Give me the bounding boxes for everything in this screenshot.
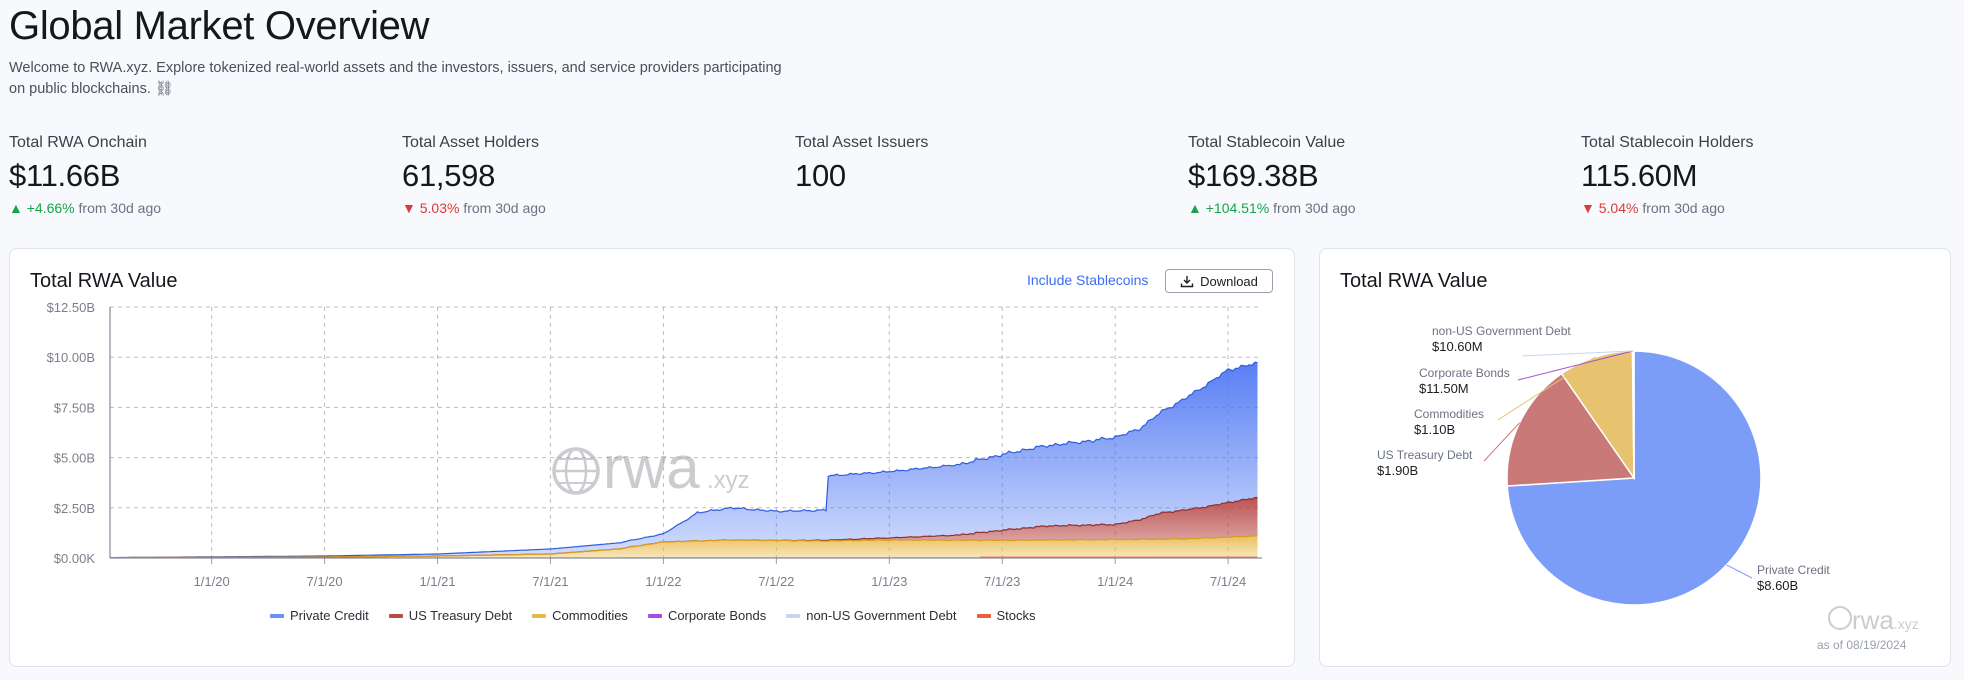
legend-swatch [270, 613, 284, 618]
download-icon [1180, 275, 1194, 287]
include-stablecoins-toggle[interactable]: Include Stablecoins [1027, 272, 1149, 288]
pie-label-us-treasury: US Treasury Debt $1.90B [1377, 448, 1473, 478]
change-percent: +4.66% [26, 200, 75, 216]
up-arrow-icon: ▲ [9, 200, 23, 216]
legend-swatch [976, 613, 991, 618]
area-chart-card [9, 248, 1295, 667]
change-suffix: from 30d ago [1273, 200, 1356, 216]
legend-swatch [532, 613, 547, 618]
stat-value: $169.38B [1188, 158, 1319, 193]
stat-change: ▼ 5.03% from 30d ago [402, 200, 546, 216]
legend-label: Stocks [996, 608, 1036, 623]
legend-item[interactable]: US Treasury Debt [388, 608, 513, 623]
pie-chart-title: Total RWA Value [1340, 270, 1488, 292]
pie-label-commodities: Commodities $1.10B [1414, 407, 1485, 437]
download-button[interactable]: Download [1165, 269, 1273, 293]
down-arrow-icon: ▼ [1581, 200, 1595, 216]
pie-label-non-us-gov: non-US Government Debt $10.60M [1432, 324, 1571, 354]
legend-swatch [388, 613, 403, 618]
legend-label: US Treasury Debt [408, 608, 513, 623]
stat-label: Total RWA Onchain [9, 134, 147, 151]
legend-item[interactable]: Private Credit [270, 608, 369, 623]
stat-stablecoin-value: Total Stablecoin Value $169.38B ▲ +104.5… [1188, 134, 1356, 216]
stat-asset-holders: Total Asset Holders 61,598 ▼ 5.03% from … [402, 134, 546, 216]
download-label: Download [1200, 273, 1258, 289]
change-suffix: from 30d ago [78, 200, 162, 216]
change-percent: +104.51% [1205, 200, 1270, 216]
stat-label: Total Stablecoin Holders [1581, 134, 1754, 151]
stat-value: 115.60M [1581, 158, 1698, 193]
stat-label: Total Asset Holders [402, 134, 539, 151]
stat-asset-issuers: Total Asset Issuers 100 [795, 134, 928, 194]
legend-label: Commodities [552, 608, 628, 623]
stat-value: 61,598 [402, 158, 496, 193]
stat-change: ▲ +104.51% from 30d ago [1188, 200, 1356, 216]
globe-icon [1828, 606, 1852, 630]
page-intro: Welcome to RWA.xyz. Explore tokenized re… [9, 60, 782, 97]
legend-item[interactable]: Commodities [532, 608, 628, 623]
change-suffix: from 30d ago [463, 200, 546, 216]
rwa-watermark-small: rwa.xyz [1828, 605, 1919, 636]
change-suffix: from 30d ago [1642, 200, 1725, 216]
stat-change: ▼ 5.04% from 30d ago [1581, 200, 1754, 216]
up-arrow-icon: ▲ [1188, 200, 1202, 216]
stat-label: Total Asset Issuers [795, 134, 929, 151]
as-of-date: as of 08/19/2024 [1817, 638, 1907, 652]
change-percent: 5.03% [419, 200, 460, 216]
legend-swatch [786, 613, 801, 618]
stat-change: ▲ +4.66% from 30d ago [9, 200, 161, 216]
area-chart-legend: Private Credit US Treasury Debt Commodit… [270, 608, 1036, 623]
legend-item[interactable]: Stocks [976, 608, 1036, 623]
change-percent: 5.04% [1598, 200, 1639, 216]
legend-label: non-US Government Debt [806, 608, 957, 623]
stat-label: Total Stablecoin Value [1188, 134, 1346, 151]
legend-label: Private Credit [290, 608, 369, 623]
stat-stablecoin-holders: Total Stablecoin Holders 115.60M ▼ 5.04%… [1581, 134, 1754, 216]
pie-label-private-credit: Private Credit $8.60B [1757, 563, 1830, 593]
page-title: Global Market Overview [9, 4, 430, 48]
stat-value: 100 [795, 158, 846, 193]
area-chart-title: Total RWA Value [30, 270, 178, 292]
stat-total-rwa: Total RWA Onchain $11.66B ▲ +4.66% from … [9, 134, 161, 216]
down-arrow-icon: ▼ [402, 200, 416, 216]
stat-value: $11.66B [9, 158, 121, 193]
pie-label-corporate-bonds: Corporate Bonds $11.50M [1419, 366, 1510, 396]
legend-label: Corporate Bonds [667, 608, 767, 623]
legend-item[interactable]: Corporate Bonds [647, 608, 767, 623]
legend-swatch [647, 613, 662, 618]
legend-item[interactable]: non-US Government Debt [786, 608, 957, 623]
